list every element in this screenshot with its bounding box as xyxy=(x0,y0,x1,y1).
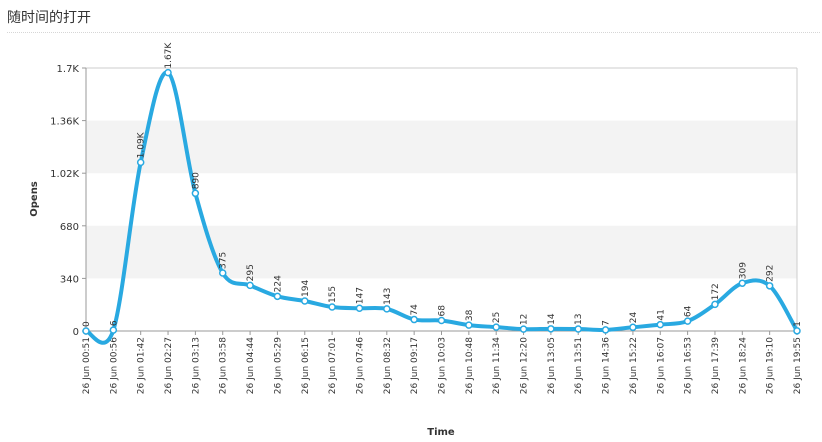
data-label: 1.67K xyxy=(164,42,174,69)
x-tick-label: 26 Jun 09:17 xyxy=(410,337,420,394)
x-tick-label: 26 Jun 18:24 xyxy=(738,337,748,394)
y-tick-label: 0 xyxy=(73,327,79,338)
data-point xyxy=(711,300,719,309)
y-axis-title: Opens xyxy=(29,181,40,217)
data-label: 890 xyxy=(191,172,201,189)
data-label: 41 xyxy=(656,309,666,320)
x-tick-label: 26 Jun 13:51 xyxy=(574,337,584,394)
data-label: 172 xyxy=(711,283,721,300)
data-label: 292 xyxy=(766,265,776,282)
y-tick-label: 1.7K xyxy=(57,64,80,75)
x-tick-label: 26 Jun 13:05 xyxy=(547,337,557,394)
data-point xyxy=(437,316,446,325)
data-label: 1 xyxy=(793,321,803,327)
x-tick-label: 26 Jun 10:03 xyxy=(438,337,448,394)
data-point xyxy=(465,321,473,329)
x-tick-label: 26 Jun 03:58 xyxy=(219,337,229,394)
x-tick-label: 26 Jun 16:53 xyxy=(684,337,694,394)
x-tick-label: 26 Jun 16:07 xyxy=(656,337,666,394)
data-point xyxy=(410,315,418,324)
x-tick-label: 26 Jun 19:55 xyxy=(793,337,803,394)
y-tick-label: 340 xyxy=(60,274,79,285)
data-label: 38 xyxy=(465,309,475,321)
data-label: 12 xyxy=(520,314,530,325)
data-label: 224 xyxy=(273,275,283,292)
data-label: 155 xyxy=(328,286,338,303)
data-label: 0 xyxy=(82,321,92,327)
y-tick-label: 1.02K xyxy=(50,169,79,180)
x-tick-label: 26 Jun 05:29 xyxy=(273,337,283,394)
data-point xyxy=(109,326,118,334)
data-label: 1.09K xyxy=(137,131,147,158)
data-label: 309 xyxy=(738,262,748,279)
data-label: 64 xyxy=(684,305,694,317)
data-point xyxy=(629,323,637,332)
data-label: 24 xyxy=(629,312,639,324)
data-point xyxy=(519,325,528,333)
data-point xyxy=(355,304,364,313)
x-tick-label: 26 Jun 07:46 xyxy=(355,337,365,394)
data-point xyxy=(738,279,747,287)
data-point xyxy=(547,325,555,333)
data-point xyxy=(574,325,582,333)
data-label: 14 xyxy=(547,313,557,325)
data-point xyxy=(492,323,500,331)
x-tick-label: 26 Jun 14:36 xyxy=(602,337,612,394)
data-label: 147 xyxy=(355,287,365,304)
data-point xyxy=(383,305,391,313)
x-tick-label: 26 Jun 00:56 xyxy=(109,337,119,394)
x-tick-label: 26 Jun 00:51 xyxy=(82,337,92,394)
data-point xyxy=(328,303,336,311)
grid-band xyxy=(86,120,797,174)
title-divider xyxy=(7,32,820,33)
data-point xyxy=(273,292,282,301)
x-tick-label: 26 Jun 10:48 xyxy=(465,337,475,394)
data-point xyxy=(765,282,774,290)
data-label: 143 xyxy=(383,288,393,305)
x-tick-label: 26 Jun 04:44 xyxy=(246,337,256,394)
data-label: 7 xyxy=(602,320,612,326)
x-tick-label: 26 Jun 03:13 xyxy=(191,337,201,394)
data-label: 6 xyxy=(109,320,119,326)
x-tick-label: 26 Jun 01:42 xyxy=(137,337,147,394)
data-point xyxy=(164,68,172,77)
y-tick-label: 680 xyxy=(60,222,79,233)
x-tick-label: 26 Jun 15:22 xyxy=(629,337,639,394)
data-label: 25 xyxy=(492,312,502,323)
data-label: 375 xyxy=(219,252,229,269)
data-point xyxy=(601,326,610,334)
grid-bands xyxy=(86,67,798,331)
data-label: 13 xyxy=(574,314,584,325)
grid-band xyxy=(86,225,797,279)
x-tick-label: 26 Jun 11:34 xyxy=(492,337,502,394)
x-tick-label: 26 Jun 19:10 xyxy=(766,337,776,394)
data-label: 68 xyxy=(438,305,448,317)
data-point xyxy=(793,327,801,335)
data-point xyxy=(683,317,692,325)
data-point xyxy=(82,327,90,335)
y-tick-label: 1.36K xyxy=(50,117,79,128)
data-point xyxy=(301,297,309,305)
data-point xyxy=(246,281,254,290)
panel-title: 随时间的打开 xyxy=(7,10,91,26)
x-tick-label: 26 Jun 06:15 xyxy=(301,337,311,394)
x-tick-label: 26 Jun 12:20 xyxy=(520,337,530,394)
data-point xyxy=(191,189,200,198)
x-tick-label: 26 Jun 07:01 xyxy=(328,337,338,394)
x-tick-label: 26 Jun 02:27 xyxy=(164,337,174,394)
data-label: 295 xyxy=(246,264,256,281)
series-line xyxy=(84,70,799,345)
x-tick-label: 26 Jun 17:39 xyxy=(711,337,721,394)
data-label: 194 xyxy=(301,280,311,297)
x-axis-title: Time xyxy=(427,427,455,438)
data-label: 74 xyxy=(410,304,420,316)
data-point xyxy=(656,320,665,329)
y-axis: 0 340 680 1.02K 1.36K 1.7K xyxy=(50,64,87,338)
data-point xyxy=(136,158,145,167)
data-point xyxy=(218,269,227,277)
x-tick-label: 26 Jun 08:32 xyxy=(383,337,393,394)
x-axis: 26 Jun 00:51 26 Jun 00:56 26 Jun 01:42 26 J… xyxy=(82,330,803,394)
